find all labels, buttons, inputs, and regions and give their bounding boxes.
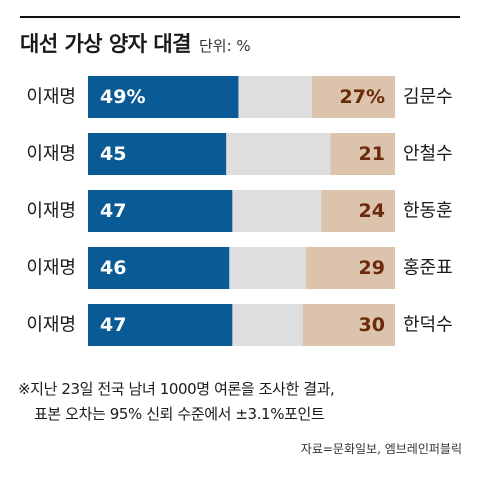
left-candidate-name: 이재명	[26, 315, 76, 336]
left-value-label: 45	[100, 143, 126, 165]
bar-right	[312, 76, 395, 118]
bar-right	[321, 190, 395, 232]
chart-title: 대선 가상 양자 대결	[20, 32, 192, 56]
left-value-label: 49%	[100, 86, 145, 108]
bar-left	[88, 133, 227, 175]
right-candidate-name: 한덕수	[403, 315, 453, 336]
source-credit: 자료=문화일보, 엠브레인퍼블릭	[300, 442, 462, 456]
survey-notes: ※지난 23일 전국 남녀 1000명 여론을 조사한 결과, 표본 오차는 9…	[18, 377, 468, 427]
bar-right	[305, 247, 395, 289]
left-value-label: 47	[100, 314, 126, 336]
bar-left	[88, 304, 233, 346]
right-value-label: 24	[359, 200, 385, 222]
bar-left	[88, 247, 230, 289]
unit-label: 단위: %	[199, 37, 251, 55]
right-candidate-name: 홍준표	[403, 258, 453, 279]
bar-left	[88, 76, 239, 118]
bar-right	[330, 133, 395, 175]
bar-right	[302, 304, 395, 346]
left-candidate-name: 이재명	[26, 201, 76, 222]
top-rule	[20, 16, 460, 18]
left-candidate-name: 이재명	[26, 87, 76, 108]
right-candidate-name: 한동훈	[403, 201, 453, 222]
bar-left	[88, 190, 233, 232]
left-candidate-name: 이재명	[26, 258, 76, 279]
header: 대선 가상 양자 대결 단위: %	[20, 28, 251, 58]
right-value-label: 29	[359, 257, 385, 279]
right-value-label: 21	[359, 143, 385, 165]
left-value-label: 46	[100, 257, 126, 279]
note-line-1: ※지난 23일 전국 남녀 1000명 여론을 조사한 결과,	[18, 380, 335, 398]
left-candidate-name: 이재명	[26, 144, 76, 165]
right-candidate-name: 김문수	[403, 87, 453, 108]
left-value-label: 47	[100, 200, 126, 222]
right-value-label: 27%	[340, 86, 385, 108]
right-value-label: 30	[359, 314, 385, 336]
right-candidate-name: 안철수	[403, 144, 453, 165]
note-line-2: 표본 오차는 95% 신뢰 수준에서 ±3.1%포인트	[34, 405, 325, 423]
